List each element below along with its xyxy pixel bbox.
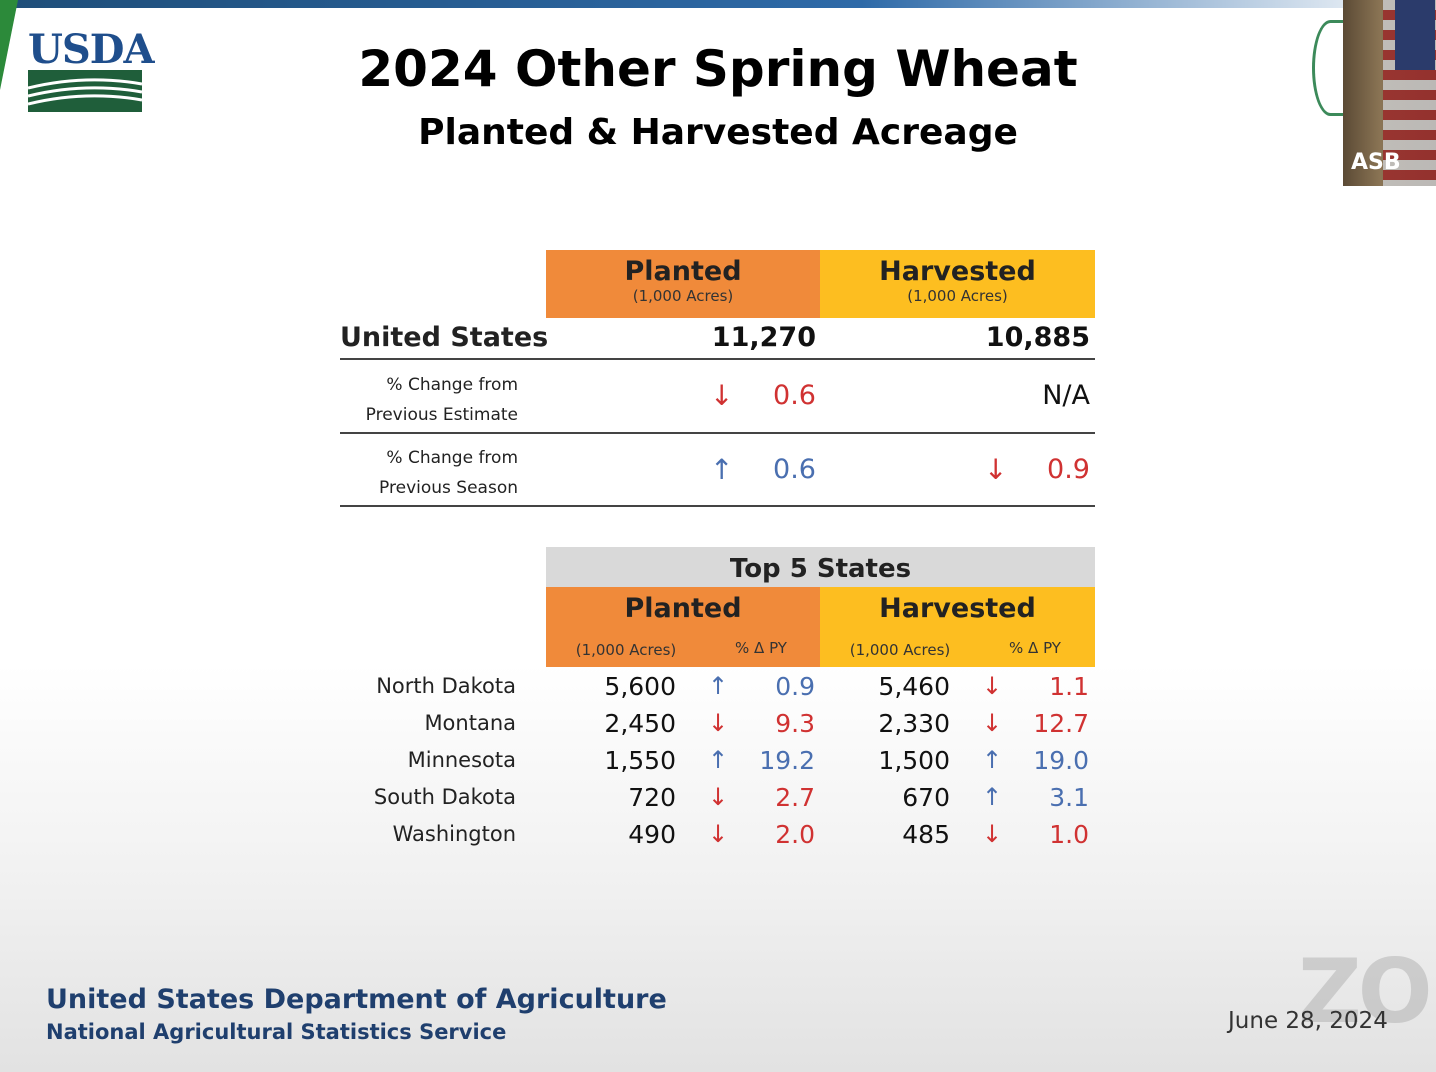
divider xyxy=(340,505,1095,507)
prev-season-label-line1: % Change from xyxy=(386,448,518,468)
arrow-down-icon: ↓ xyxy=(982,820,1003,848)
us-planted-value: 11,270 xyxy=(711,322,816,353)
top5-harvested-title: Harvested xyxy=(879,593,1036,624)
usda-logo-text: USDA xyxy=(28,26,154,73)
prev-estimate-label-line2: Previous Estimate xyxy=(365,405,518,425)
summary-planted-header: Planted (1,000 Acres) xyxy=(546,250,820,318)
summary-harvested-unit: (1,000 Acres) xyxy=(907,287,1008,305)
harvested-acres: 5,460 xyxy=(878,672,950,701)
planted-pct-change: 2.7 xyxy=(775,783,815,812)
prev-season-label: % Change from Previous Season xyxy=(340,443,518,503)
nass-seal-icon xyxy=(1312,20,1349,116)
arrow-down-icon: ↓ xyxy=(708,709,729,737)
state-name: South Dakota xyxy=(373,785,516,809)
top5-planted-acres-unit: (1,000 Acres) xyxy=(575,641,677,659)
harvested-acres: 670 xyxy=(902,783,950,812)
prev-season-label-line2: Previous Season xyxy=(379,478,518,498)
state-name: Montana xyxy=(424,711,516,735)
top5-planted-header: Planted (1,000 Acres) % Δ PY xyxy=(546,587,820,667)
top5-harvested-header: Harvested (1,000 Acres) % Δ PY xyxy=(820,587,1095,667)
arrow-up-icon: ↑ xyxy=(708,746,729,774)
usda-logo-mark xyxy=(28,70,142,112)
summary-planted-title: Planted xyxy=(624,256,742,287)
speaker-name-label: ASB xyxy=(1351,150,1401,175)
arrow-up-icon: ↑ xyxy=(710,453,734,486)
top5-harvested-pct-header: % Δ PY xyxy=(1009,639,1061,657)
slide-date: June 28, 2024 xyxy=(1228,1008,1388,1034)
divider xyxy=(340,432,1095,434)
top-accent-bar xyxy=(0,0,1436,8)
harvested-pct-change: 12.7 xyxy=(1033,709,1089,738)
arrow-down-icon: ↓ xyxy=(984,453,1008,486)
divider xyxy=(340,358,1095,360)
top5-harvested-acres-unit: (1,000 Acres) xyxy=(849,641,951,659)
planted-acres: 1,550 xyxy=(604,746,676,775)
us-label: United States xyxy=(340,322,549,353)
arrow-up-icon: ↑ xyxy=(982,783,1003,811)
prev-estimate-label-line1: % Change from xyxy=(386,375,518,395)
harvested-pct-change: 1.1 xyxy=(1049,672,1089,701)
harvested-pct-change: 1.0 xyxy=(1049,820,1089,849)
harvested-acres: 485 xyxy=(902,820,950,849)
planted-acres: 5,600 xyxy=(604,672,676,701)
state-name: Minnesota xyxy=(407,748,516,772)
prev-estimate-label: % Change from Previous Estimate xyxy=(340,370,518,430)
top5-title: Top 5 States xyxy=(546,547,1095,587)
footer-org: United States Department of Agriculture xyxy=(46,984,667,1015)
arrow-down-icon: ↓ xyxy=(708,820,729,848)
summary-harvested-header: Harvested (1,000 Acres) xyxy=(820,250,1095,318)
state-name: North Dakota xyxy=(376,674,516,698)
slide-title: 2024 Other Spring Wheat xyxy=(358,40,1078,98)
arrow-down-icon: ↓ xyxy=(982,709,1003,737)
zoom-watermark: ZO xyxy=(1298,940,1433,1043)
top5-planted-pct-header: % Δ PY xyxy=(735,639,787,657)
harvested-pct-change: 19.0 xyxy=(1033,746,1089,775)
arrow-down-icon: ↓ xyxy=(708,783,729,811)
prev-estimate-planted-value: 0.6 xyxy=(773,380,816,411)
planted-acres: 490 xyxy=(628,820,676,849)
prev-estimate-harvested-value: N/A xyxy=(1042,380,1090,411)
top5-planted-title: Planted xyxy=(624,593,742,624)
state-name: Washington xyxy=(392,822,516,846)
planted-pct-change: 19.2 xyxy=(759,746,815,775)
prev-season-planted-value: 0.6 xyxy=(773,454,816,485)
arrow-down-icon: ↓ xyxy=(982,672,1003,700)
planted-acres: 2,450 xyxy=(604,709,676,738)
arrow-up-icon: ↑ xyxy=(982,746,1003,774)
arrow-down-icon: ↓ xyxy=(710,379,734,412)
planted-pct-change: 0.9 xyxy=(775,672,815,701)
planted-acres: 720 xyxy=(628,783,676,812)
usda-logo: USDA xyxy=(28,30,154,112)
us-harvested-value: 10,885 xyxy=(985,322,1090,353)
slide-subtitle: Planted & Harvested Acreage xyxy=(418,112,1018,153)
planted-pct-change: 9.3 xyxy=(775,709,815,738)
harvested-acres: 2,330 xyxy=(878,709,950,738)
harvested-acres: 1,500 xyxy=(878,746,950,775)
summary-harvested-title: Harvested xyxy=(879,256,1036,287)
flag-canton xyxy=(1395,0,1435,70)
speaker-video-tile[interactable]: ASB xyxy=(1343,0,1436,186)
green-accent-wedge xyxy=(0,0,18,90)
harvested-pct-change: 3.1 xyxy=(1049,783,1089,812)
footer-agency: National Agricultural Statistics Service xyxy=(46,1020,507,1044)
prev-season-harvested-value: 0.9 xyxy=(1047,454,1090,485)
arrow-up-icon: ↑ xyxy=(708,672,729,700)
planted-pct-change: 2.0 xyxy=(775,820,815,849)
summary-planted-unit: (1,000 Acres) xyxy=(632,287,734,305)
